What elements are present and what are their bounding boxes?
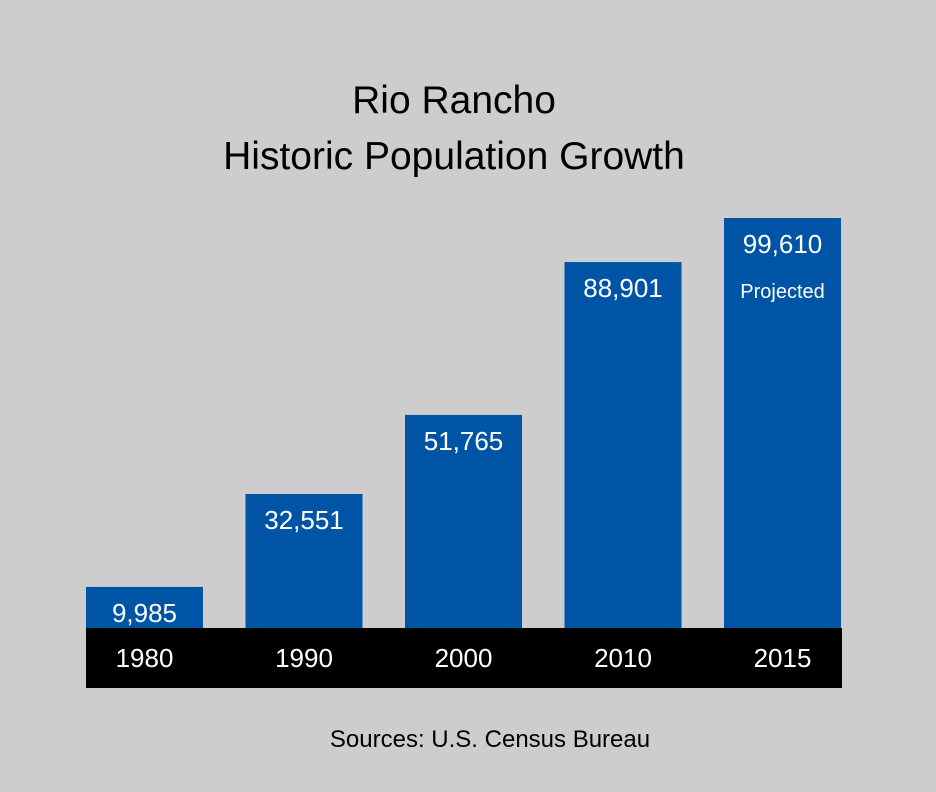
bar-value-label-1980: 9,985 xyxy=(112,598,177,628)
x-tick-label-2010: 2010 xyxy=(594,643,652,673)
x-tick-label-1980: 1980 xyxy=(116,643,174,673)
bar-1980 xyxy=(86,586,203,628)
bar-value-label-2000: 51,765 xyxy=(424,426,504,456)
chart-title-line-2: Historic Population Growth xyxy=(223,135,685,178)
bar-2000 xyxy=(405,414,522,628)
bar-1990 xyxy=(245,494,363,628)
bar-value-label-2015: 99,610 xyxy=(743,229,823,259)
x-tick-label-2000: 2000 xyxy=(435,643,493,673)
x-tick-label-2015: 2015 xyxy=(754,643,812,673)
chart-title-line-1: Rio Rancho xyxy=(352,79,556,122)
x-tick-label-1990: 1990 xyxy=(275,643,333,673)
bar-value-label-1990: 32,551 xyxy=(264,505,344,535)
bar-annotation-2015: Projected xyxy=(740,281,825,303)
x-axis-band xyxy=(86,628,842,688)
bar-2015 xyxy=(724,218,841,628)
bar-2010 xyxy=(564,262,682,628)
bar-value-label-2010: 88,901 xyxy=(583,273,663,303)
source-note: Sources: U.S. Census Bureau xyxy=(329,726,651,753)
